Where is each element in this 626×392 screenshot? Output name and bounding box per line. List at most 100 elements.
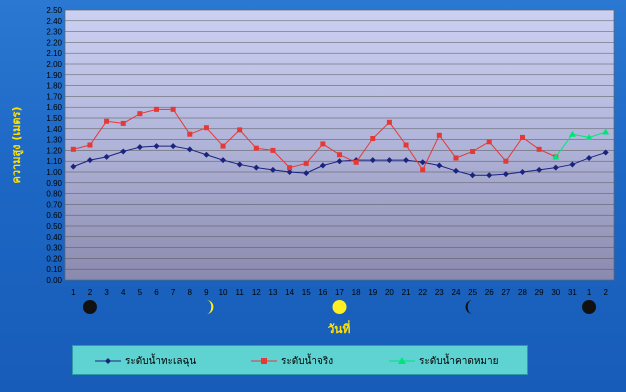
data-point [187, 131, 193, 137]
data-point [452, 167, 459, 174]
x-tick-label: 21 [402, 288, 411, 297]
data-point [470, 148, 476, 154]
series-actual [70, 106, 559, 173]
y-tick-labels: 0.00 0.10 0.200.30 0.40 0.50 0.60 0.700.80 0.90… [46, 6, 62, 285]
data-point [602, 149, 609, 156]
y-tick-label: 0.20 [46, 254, 62, 263]
data-point [536, 146, 542, 152]
legend-item-forecast: ระดับน้ำคาดหมาย [389, 346, 499, 376]
y-tick-label: 1.70 [46, 92, 62, 101]
x-tick-label: 30 [551, 288, 560, 297]
data-point [287, 165, 293, 171]
y-tick-label: 2.30 [46, 28, 62, 37]
legend-label-actual: ระดับน้ำจริง [281, 355, 334, 367]
data-point [286, 169, 293, 175]
data-point [70, 163, 77, 170]
y-tick-label: 1.10 [46, 157, 62, 166]
data-point [569, 161, 576, 168]
waning-crescent-icon [465, 300, 473, 314]
y-tick-label: 1.80 [46, 82, 62, 91]
data-point [486, 172, 493, 179]
series-forecast [552, 128, 610, 160]
data-point [220, 143, 226, 149]
data-point [253, 164, 260, 171]
data-point [520, 134, 525, 140]
y-tick-label: 0.00 [46, 276, 62, 285]
x-tick-label: 2 [603, 288, 608, 297]
data-point [136, 144, 143, 151]
data-point [469, 172, 476, 179]
data-point [70, 146, 76, 152]
y-axis-label: ความสูง (เมตร) [10, 107, 24, 184]
data-point [420, 167, 426, 173]
x-tick-label: 27 [501, 288, 510, 297]
legend: ระดับน้ำทะเลฉุน ระดับน้ำจริง ระดับน้ำคาด… [72, 345, 528, 375]
data-point [336, 158, 343, 165]
new-moon-icon [82, 300, 97, 314]
data-point [552, 164, 559, 171]
y-tick-label: 1.90 [46, 71, 62, 80]
data-point [103, 153, 110, 160]
x-tick-label: 11 [236, 288, 245, 297]
data-point [86, 157, 93, 164]
y-tick-label: 1.50 [46, 114, 62, 123]
data-point [386, 157, 393, 164]
legend-line-icon [389, 357, 415, 364]
y-tick-label: 1.60 [46, 103, 62, 112]
data-point [536, 166, 543, 173]
x-tick-label: 18 [352, 288, 361, 297]
data-point [503, 158, 509, 164]
x-tick-label: 19 [368, 288, 377, 297]
moon-phase-row [82, 300, 597, 314]
x-tick-label: 25 [468, 288, 477, 297]
x-tick-label: 12 [252, 288, 261, 297]
data-point [137, 111, 143, 117]
x-tick-label: 7 [171, 288, 176, 297]
data-point [170, 106, 176, 112]
data-point [236, 161, 243, 168]
legend-item-predicted: ระดับน้ำทะเลฉุน [95, 346, 196, 376]
data-point [203, 125, 209, 131]
y-tick-label: 1.20 [46, 146, 62, 155]
x-tick-label: 20 [385, 288, 394, 297]
data-point [269, 166, 276, 173]
y-tick-label: 0.90 [46, 179, 62, 188]
data-point [486, 139, 492, 145]
legend-item-actual: ระดับน้ำจริง [251, 346, 333, 376]
y-tick-label: 0.10 [46, 265, 62, 274]
data-point [270, 147, 276, 153]
data-point [87, 142, 93, 148]
data-point [203, 151, 210, 158]
x-tick-label: 4 [121, 288, 126, 297]
data-point [303, 170, 310, 177]
data-point [120, 148, 127, 155]
data-point [386, 119, 392, 125]
data-point [585, 133, 593, 140]
plot-area [64, 9, 615, 281]
x-tick-label: 5 [138, 288, 143, 297]
data-point [154, 106, 159, 112]
x-tick-label: 6 [154, 288, 159, 297]
x-tick-label: 10 [219, 288, 228, 297]
x-tick-label: 1 [71, 288, 76, 297]
data-point [436, 162, 443, 169]
data-point [586, 154, 593, 161]
data-point [186, 146, 193, 153]
x-tick-label: 3 [104, 288, 109, 297]
series-layer [70, 106, 610, 179]
y-tick-label: 0.40 [46, 233, 62, 242]
full-moon-icon [332, 300, 347, 314]
x-tick-label: 31 [568, 288, 577, 297]
x-tick-label: 17 [335, 288, 344, 297]
y-tick-label: 0.50 [46, 222, 62, 231]
y-tick-label: 0.60 [46, 211, 62, 220]
data-point [369, 157, 376, 164]
y-tick-label: 0.30 [46, 244, 62, 253]
y-tick-label: 0.70 [46, 200, 62, 209]
y-tick-label: 0.80 [46, 190, 62, 199]
legend-label-forecast: ระดับน้ำคาดหมาย [419, 355, 499, 367]
data-point [253, 145, 259, 151]
data-point [353, 159, 359, 165]
x-tick-label: 24 [452, 288, 461, 297]
